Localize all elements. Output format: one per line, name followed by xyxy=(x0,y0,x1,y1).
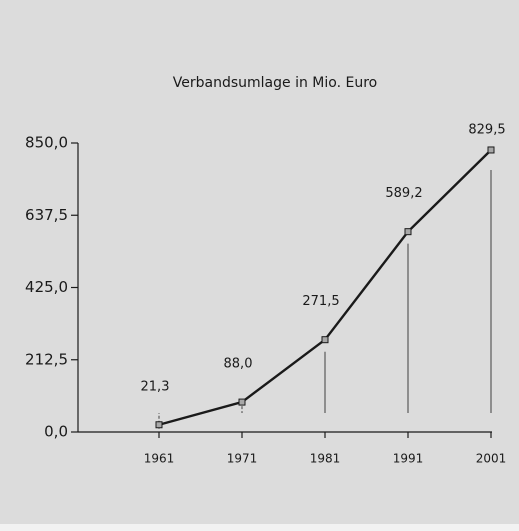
value-label: 589,2 xyxy=(385,186,422,201)
value-label: 271,5 xyxy=(302,294,339,309)
y-tick-label: 212,5 xyxy=(25,350,68,368)
value-label: 88,0 xyxy=(224,357,253,372)
value-label: 21,3 xyxy=(141,379,170,394)
y-tick-label: 0,0 xyxy=(44,423,68,441)
point xyxy=(487,146,495,154)
x-tick-label: 1991 xyxy=(393,452,424,466)
chart-title: Verbandsumlage in Mio. Euro xyxy=(173,75,377,91)
y-tick-label: 850,0 xyxy=(25,134,68,152)
point xyxy=(404,228,412,236)
y-tick-label: 425,0 xyxy=(25,278,68,296)
point xyxy=(155,421,163,429)
x-tick-label: 1971 xyxy=(227,452,258,466)
bottom-strip xyxy=(0,524,519,531)
x-tick-label: 1961 xyxy=(144,452,175,466)
value-label: 829,5 xyxy=(468,122,505,137)
y-tick-label: 637,5 xyxy=(25,206,68,224)
x-tick-label: 2001 xyxy=(476,452,507,466)
x-tick-label: 1981 xyxy=(310,452,341,466)
point xyxy=(238,398,246,406)
point xyxy=(321,336,329,344)
